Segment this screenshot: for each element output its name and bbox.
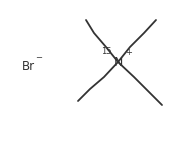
Text: N: N bbox=[113, 56, 123, 68]
Text: Br: Br bbox=[22, 59, 35, 73]
Text: −: − bbox=[35, 53, 42, 62]
Text: 15: 15 bbox=[101, 47, 112, 56]
Text: +: + bbox=[125, 48, 132, 57]
